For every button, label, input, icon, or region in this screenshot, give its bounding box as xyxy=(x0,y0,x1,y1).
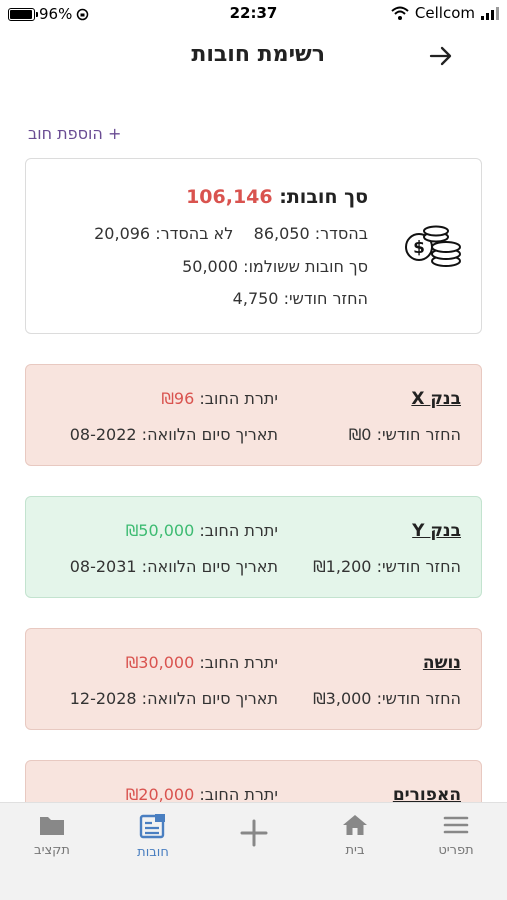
coins-icon: $ xyxy=(405,225,461,267)
debt-balance: יתרת החוב: ₪20,000 xyxy=(126,785,278,804)
status-right: Cellcom xyxy=(391,4,499,22)
page-title: רשימת חובות xyxy=(191,42,325,67)
debt-balance-label: יתרת החוב: xyxy=(199,653,278,672)
debt-balance-value: ₪50,000 xyxy=(125,521,195,540)
summary-paid-line: סך חובות ששולמו: 50,000 xyxy=(182,257,368,276)
debt-payment-label: החזר חודשי: xyxy=(376,689,461,708)
debt-balance: יתרת החוב: ₪96 xyxy=(161,389,278,408)
home-icon xyxy=(343,815,367,835)
nav-budget[interactable]: תקציב xyxy=(17,813,87,858)
debt-payment: החזר חודשי: ₪0 xyxy=(349,425,461,444)
debt-card[interactable]: בנק X יתרת החוב: ₪96 החזר חודשי: ₪0 תארי… xyxy=(25,364,482,466)
debt-payment-value: ₪3,000 xyxy=(313,689,372,708)
status-bar: 96% 22:37 Cellcom xyxy=(0,0,507,28)
battery-icon xyxy=(8,7,38,21)
debt-payment: החזר חודשי: ₪1,200 xyxy=(313,557,461,576)
debt-balance-label: יתרת החוב: xyxy=(199,389,278,408)
debt-balance-value: ₪30,000 xyxy=(125,653,195,672)
nav-debts-label: חובות xyxy=(137,845,169,860)
nav-budget-label: תקציב xyxy=(34,843,70,858)
debt-end-value: 08-2022 xyxy=(69,425,137,444)
debt-name[interactable]: בנק Y xyxy=(412,521,461,541)
carrier-name: Cellcom xyxy=(414,4,475,22)
debt-name[interactable]: האפורים xyxy=(392,785,461,805)
wifi-icon xyxy=(391,6,409,20)
debt-end-label: תאריך סיום הלוואה: xyxy=(141,689,278,708)
nav-home-label: בית xyxy=(345,843,365,858)
debt-payment-label: החזר חודשי: xyxy=(376,425,461,444)
back-button[interactable] xyxy=(425,40,457,72)
debt-name[interactable]: בנק X xyxy=(411,389,461,409)
debt-end-date: תאריך סיום הלוואה: 12-2028 xyxy=(70,689,278,708)
monthly-value: 4,750 xyxy=(232,289,279,308)
debt-balance: יתרת החוב: ₪30,000 xyxy=(126,653,278,672)
battery-percent: 96% xyxy=(39,5,73,23)
summary-total-line: סך חובות: 106,146 xyxy=(186,186,368,208)
summary-total-label: סך חובות: xyxy=(279,186,368,208)
monthly-label: החזר חודשי: xyxy=(283,289,368,308)
status-left: 96% xyxy=(8,5,89,23)
debt-payment: החזר חודשי: ₪3,000 xyxy=(313,689,461,708)
debt-end-date: תאריך סיום הלוואה: 08-2031 xyxy=(70,557,278,576)
orientation-lock-icon xyxy=(77,8,89,20)
debt-balance: יתרת החוב: ₪50,000 xyxy=(126,521,278,540)
debt-balance-label: יתרת החוב: xyxy=(199,521,278,540)
list-document-icon xyxy=(139,814,165,839)
plus-icon xyxy=(240,819,268,847)
debt-name[interactable]: נושה xyxy=(422,653,461,673)
nav-menu[interactable]: תפריט xyxy=(421,813,491,858)
nav-menu-label: תפריט xyxy=(438,843,474,858)
summary-monthly-line: החזר חודשי: 4,750 xyxy=(233,289,368,308)
summary-card: סך חובות: 106,146 בהסדר: 86,050 לא בהסדר… xyxy=(25,158,482,334)
on-track-label: בהסדר: xyxy=(314,224,368,243)
nav-debts[interactable]: חובות xyxy=(118,813,188,860)
folder-icon xyxy=(40,817,64,835)
add-debt-link[interactable]: + הוספת חוב xyxy=(28,124,122,143)
header: רשימת חובות xyxy=(0,30,507,82)
signal-icon xyxy=(481,6,499,20)
debt-end-label: תאריך סיום הלוואה: xyxy=(141,557,278,576)
arrow-right-icon xyxy=(429,46,452,66)
status-time: 22:37 xyxy=(229,4,278,22)
debt-end-value: 08-2031 xyxy=(69,557,137,576)
nav-add[interactable] xyxy=(219,813,289,847)
debt-payment-value: ₪1,200 xyxy=(313,557,372,576)
debt-end-label: תאריך סיום הלוואה: xyxy=(141,425,278,444)
debt-balance-value: ₪20,000 xyxy=(125,785,195,804)
off-track-label: לא בהסדר: xyxy=(155,224,234,243)
debt-end-value: 12-2028 xyxy=(69,689,137,708)
summary-total-value: 106,146 xyxy=(186,186,273,208)
paid-value: 50,000 xyxy=(182,257,239,276)
debt-end-date: תאריך סיום הלוואה: 08-2022 xyxy=(70,425,278,444)
debt-balance-value: ₪96 xyxy=(161,389,195,408)
summary-status-line: בהסדר: 86,050 לא בהסדר: 20,096 xyxy=(94,224,368,243)
paid-label: סך חובות ששולמו: xyxy=(243,257,368,276)
nav-home[interactable]: בית xyxy=(320,813,390,858)
on-track-value: 86,050 xyxy=(253,224,310,243)
debt-balance-label: יתרת החוב: xyxy=(199,785,278,804)
debt-payment-value: ₪0 xyxy=(348,425,372,444)
debt-card[interactable]: נושה יתרת החוב: ₪30,000 החזר חודשי: ₪3,0… xyxy=(25,628,482,730)
debt-payment-label: החזר חודשי: xyxy=(376,557,461,576)
hamburger-icon xyxy=(443,816,469,834)
debt-card[interactable]: בנק Y יתרת החוב: ₪50,000 החזר חודשי: ₪1,… xyxy=(25,496,482,598)
svg-text:$: $ xyxy=(413,238,425,258)
off-track-value: 20,096 xyxy=(94,224,151,243)
bottom-nav: תפריט בית חובות תקציב xyxy=(0,802,507,900)
